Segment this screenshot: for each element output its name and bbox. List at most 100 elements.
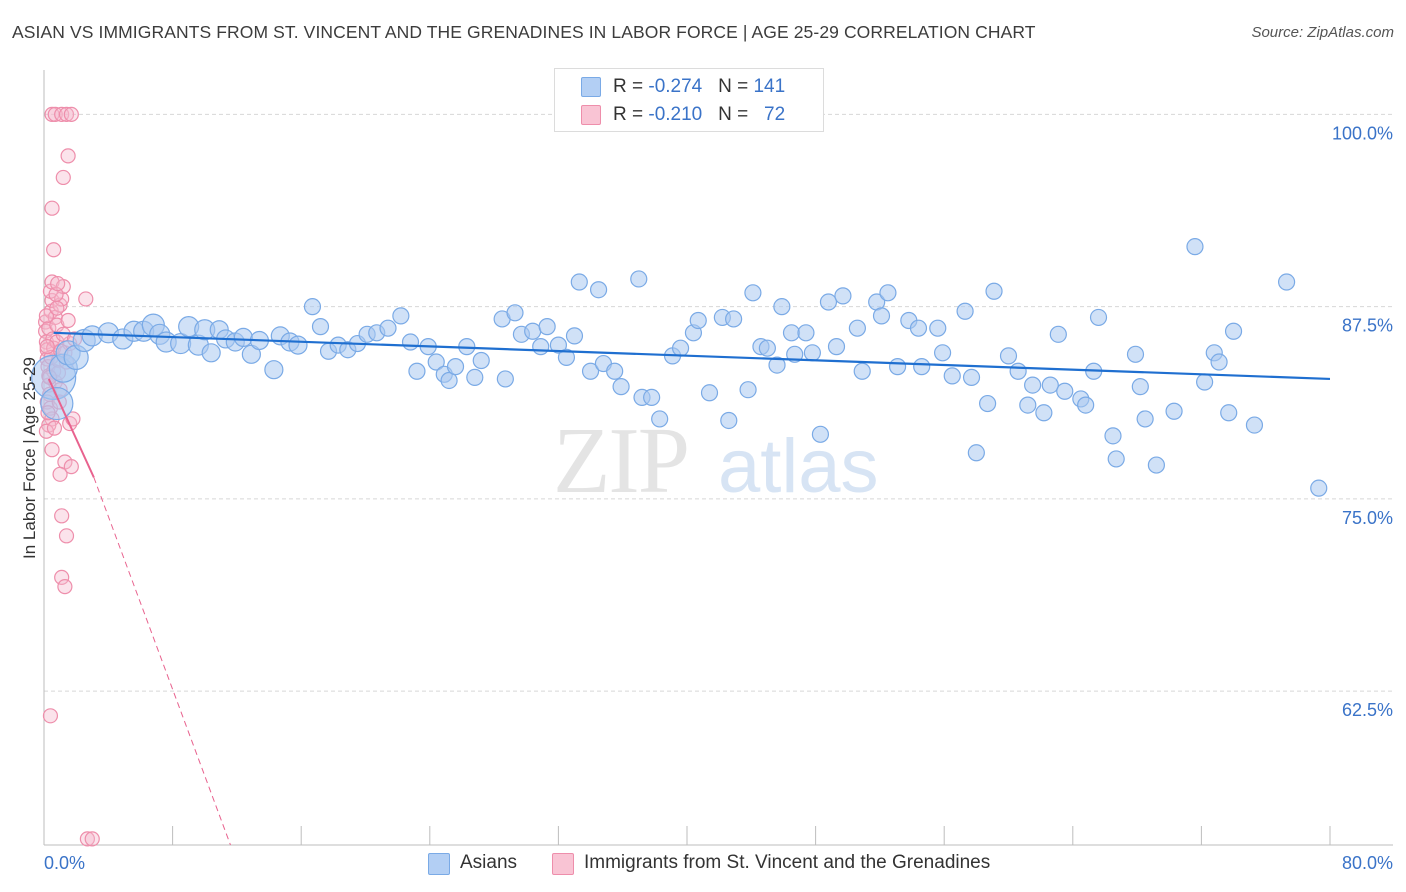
asians-point [888,358,907,376]
immigrants-legend-swatch [552,853,574,875]
asians-point [612,378,630,396]
legend-n-label-1: N = [718,76,754,97]
source-label: Source: ZipAtlas.com [1251,24,1394,41]
asians-point [848,319,866,337]
asians-point [570,273,588,291]
trend-lines [47,331,1331,846]
asians-point [853,362,871,380]
immigrants-point [46,420,63,436]
asians-point [496,370,514,388]
legend-n-value-2: 72 [764,104,786,125]
asians-legend-label: Asians [460,852,518,873]
asians-point [643,388,661,406]
asians-point [744,284,762,302]
watermark: ZIP atlas [553,409,879,513]
immigrants-point [58,106,75,122]
asians-point [1009,362,1027,380]
y-tick-label: 62.5% [1342,700,1393,720]
immigrants-legend-label: Immigrants from St. Vincent and the Gren… [584,852,991,873]
asians-point [1019,396,1037,414]
immigrants-point [55,169,71,186]
legend-r-value-2: -0.210 [648,104,703,125]
asians-point [768,356,786,374]
y-axis-label: In Labor Force | Age 25-29 [20,357,39,559]
immigrants-point [79,831,96,847]
asians-legend-swatch [428,853,450,875]
asians-point [1089,308,1108,327]
asians-point [549,336,568,354]
asians-point [1126,345,1145,363]
immigrants-point [38,308,55,324]
asians-point [401,333,420,351]
asians-point [689,311,707,330]
y-tick-label: 100.0% [1332,123,1393,143]
asians-point [909,319,928,337]
legend-r-label-2: R = [613,104,649,125]
gridlines [44,113,1393,692]
immigrants-point [84,831,100,847]
asians-point [786,345,804,363]
immigrants-point [38,423,55,439]
immigrants-point [58,528,75,544]
asians-point [1131,378,1149,396]
asians-point [1147,456,1165,474]
asians-point [834,287,852,305]
x-tick-label: 0.0% [44,853,85,873]
asians-point [532,338,550,356]
asians-point [782,324,801,342]
asians-point [303,298,322,316]
asians-point [827,338,846,356]
asians-point [1277,273,1296,291]
correlation-legend: R = -0.274 N = 141 R = -0.210 N = 72 [554,68,824,132]
legend-n-label-2: N = [718,104,754,125]
asians-point [427,353,445,371]
asians-trend-line [53,331,1331,381]
legend-r-value-1: -0.274 [648,76,703,97]
asians-point [1107,450,1125,468]
immigrants-point [39,339,55,355]
asians-point [506,304,524,322]
watermark-atlas: atlas [718,424,879,509]
asians-point [1224,322,1243,340]
asians-point [967,444,985,462]
asians-point [538,318,556,336]
immigrants-point [44,200,60,216]
immigrants-point [52,466,68,482]
legend-r-label-1: R = [613,76,649,97]
asians-point [1196,373,1214,391]
immigrants-point [60,312,76,329]
asians-point [819,293,838,311]
asians-point [933,344,952,362]
immigrants-point [57,578,73,595]
immigrants-point [44,442,60,458]
asians-point [557,348,576,367]
asians-point [913,358,931,376]
asians-point [392,307,410,325]
immigrants-point [54,508,70,524]
asians-point [606,362,624,380]
asians-point [1077,396,1095,414]
asians-point [201,343,221,363]
asians-point [956,302,974,320]
immigrants-point [63,106,79,122]
immigrants-point [46,242,62,258]
asians-point [311,318,330,336]
y-tick-label: 87.5% [1342,316,1393,336]
asians-point [1024,376,1042,394]
asians-point [1104,427,1122,445]
asians-point [739,381,757,399]
asians-point [408,362,426,380]
immigrants-trend-line [47,378,95,478]
immigrants-point [63,459,79,475]
chart-title: ASIAN VS IMMIGRANTS FROM ST. VINCENT AND… [12,22,1036,42]
asians-point [1210,353,1228,371]
asians-swatch [581,77,601,97]
asians-point [671,339,690,357]
asians-point [589,281,608,299]
tick-labels: 100.0% 87.5% 75.0% 62.5% 0.0% 80.0% [44,123,1393,873]
asians-point [288,335,308,355]
immigrants-point [54,569,70,585]
asians-point [1136,410,1154,428]
asians-point [565,327,584,345]
